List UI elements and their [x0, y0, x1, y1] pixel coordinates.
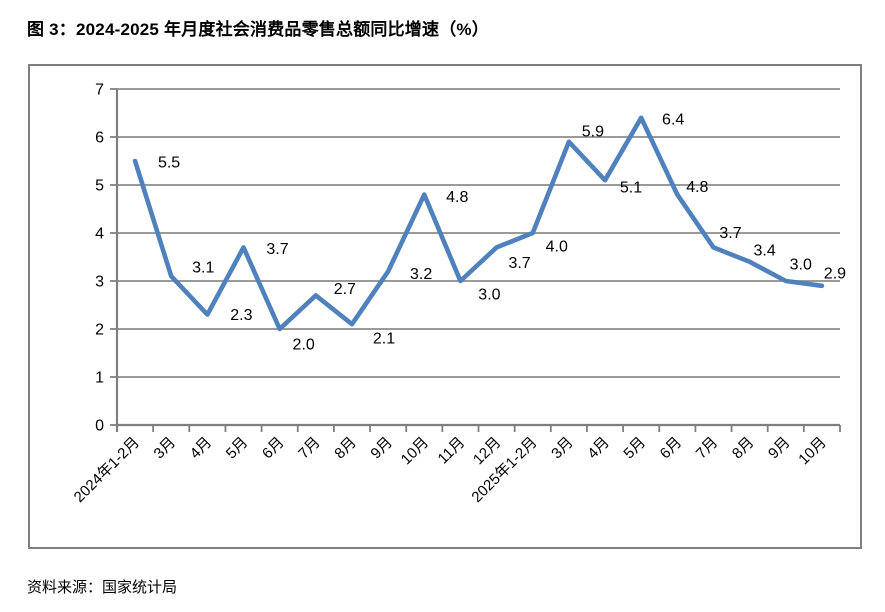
data-label: 3.4 [754, 242, 776, 259]
data-label: 3.0 [478, 287, 500, 304]
source-note: 资料来源：国家统计局 [27, 579, 178, 596]
x-category-label: 7月 [295, 434, 324, 463]
x-category-label: 10月 [795, 434, 829, 468]
data-label: 4.8 [446, 189, 468, 206]
x-category-label: 3月 [548, 434, 577, 463]
series-line [132, 115, 825, 332]
chart-area: 0 1 2 3 4 5 6 7 2024年1-2月 3月 4月 5月 6月 7月 8月 9月 10月 11月 12月… [28, 64, 862, 549]
data-label: 6.4 [662, 111, 684, 128]
x-category-label: 4月 [187, 434, 216, 463]
data-label: 3.7 [719, 225, 741, 242]
data-label: 3.1 [192, 260, 214, 277]
data-label: 3.7 [266, 241, 288, 258]
y-tick-label: 3 [95, 274, 104, 291]
y-tick-label: 0 [95, 418, 104, 435]
y-tick-label: 2 [95, 322, 104, 339]
x-category-label: 3月 [151, 434, 180, 463]
x-category-label: 2024年1-2月 [71, 434, 143, 506]
data-label: 4.0 [546, 239, 568, 256]
data-label: 3.0 [790, 257, 812, 274]
x-category-label: 8月 [331, 434, 360, 463]
y-tick-label: 7 [95, 82, 104, 99]
x-category-label: 6月 [259, 434, 288, 463]
data-label: 3.2 [410, 266, 432, 283]
x-category-label: 5月 [620, 434, 649, 463]
x-category-label: 9月 [367, 434, 396, 463]
data-label: 2.3 [230, 307, 252, 324]
x-category-label: 9月 [765, 434, 794, 463]
y-tick-label: 6 [95, 130, 104, 147]
x-category-label: 10月 [398, 434, 432, 468]
y-tick-label: 4 [95, 226, 104, 243]
x-category-label: 11月 [435, 434, 469, 468]
x-category-label: 4月 [584, 434, 613, 463]
x-category-label: 5月 [223, 434, 252, 463]
data-label: 5.5 [158, 155, 180, 172]
x-category-label: 6月 [657, 434, 686, 463]
data-label: 2.9 [824, 265, 846, 282]
x-category-label: 8月 [729, 434, 758, 463]
x-category-label: 7月 [693, 434, 722, 463]
data-label: 3.7 [508, 255, 530, 272]
data-label: 5.9 [582, 123, 604, 140]
figure-title: 图 3：2024-2025 年月度社会消费品零售总额同比增速（%） [27, 20, 489, 39]
data-label: 2.0 [293, 337, 315, 354]
x-category-label: 2025年1-2月 [468, 434, 540, 506]
y-tick-label: 1 [95, 370, 104, 387]
data-label: 5.1 [620, 180, 642, 197]
y-tick-label: 5 [95, 178, 104, 195]
data-label: 2.7 [334, 281, 356, 298]
data-label: 4.8 [686, 179, 708, 196]
data-label: 2.1 [373, 331, 395, 348]
